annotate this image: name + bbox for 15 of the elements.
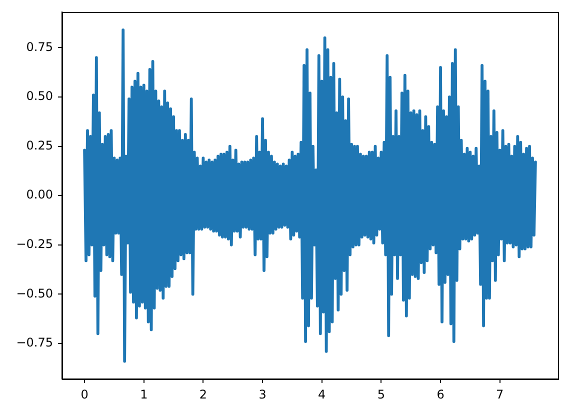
x-tick-label: 1 xyxy=(140,387,148,402)
y-tick-label: 0.75 xyxy=(26,40,53,54)
x-tick-label: 7 xyxy=(496,387,504,402)
x-tick-label: 2 xyxy=(199,387,208,402)
x-tick-label: 6 xyxy=(436,387,444,402)
y-tick-label: −0.75 xyxy=(16,336,53,350)
y-tick-label: −0.50 xyxy=(16,286,53,300)
y-tick-label: 0.25 xyxy=(26,138,53,152)
x-tick-label: 0 xyxy=(80,387,88,402)
x-tick-label: 5 xyxy=(377,387,386,402)
y-tick-label: −0.25 xyxy=(16,237,53,252)
y-tick-label: 0.00 xyxy=(26,188,53,202)
y-tick-label: 0.50 xyxy=(26,89,53,104)
x-tick-label: 3 xyxy=(258,387,266,402)
x-tick-label: 4 xyxy=(318,387,326,402)
